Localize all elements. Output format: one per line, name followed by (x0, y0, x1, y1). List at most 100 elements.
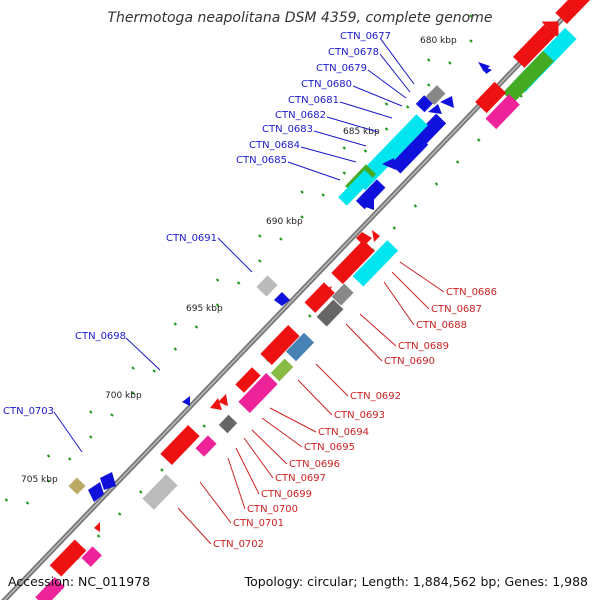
label-leader-line (199, 481, 232, 524)
kbp-tick (448, 61, 452, 65)
gene-arrow (218, 394, 228, 406)
gene-arrow (355, 179, 386, 210)
gene-features (35, 0, 595, 600)
gene-label-ctn-0703[interactable]: CTN_0703 (3, 406, 54, 417)
label-leader-line (297, 379, 333, 416)
gene-label-ctn-0699[interactable]: CTN_0699 (261, 489, 312, 500)
gene-label-ctn-0678[interactable]: CTN_0678 (328, 47, 379, 58)
gene-label-ctn-0695[interactable]: CTN_0695 (304, 442, 355, 453)
kbp-tick (89, 435, 93, 439)
kbp-tick (215, 303, 220, 307)
kbp-tick (476, 138, 481, 142)
kbp-tick (4, 498, 9, 502)
kbp-tick (89, 410, 93, 414)
forward-strand-labels: CTN_0686 CTN_0687 CTN_0688 CTN_0689 CTN_… (213, 287, 497, 550)
feature-gray (142, 474, 178, 510)
gene-label-ctn-0677[interactable]: CTN_0677 (340, 31, 391, 42)
kbp-tick (469, 14, 473, 18)
label-leader-line (367, 69, 407, 99)
label-leader-line (313, 130, 367, 147)
label-leader-line (235, 447, 260, 495)
label-leader-line (300, 146, 357, 163)
gene-label-ctn-0685[interactable]: CTN_0685 (236, 155, 287, 166)
kbp-tick (384, 127, 389, 131)
gene-arrow (182, 396, 190, 406)
gene-label-ctn-0686[interactable]: CTN_0686 (446, 287, 497, 298)
gene-arrow (274, 292, 290, 306)
feature-gray (425, 85, 446, 105)
kbp-tick (392, 226, 397, 230)
label-leader-line (345, 323, 383, 362)
gene-arrow (372, 230, 380, 242)
gene-arrow (331, 239, 375, 285)
kbp-label-group: 680 kbp 685 kbp 690 kbp 695 kbp 700 kbp … (21, 36, 457, 485)
gene-label-ctn-0700[interactable]: CTN_0700 (247, 504, 298, 515)
kbp-tick (215, 278, 220, 282)
gene-label-ctn-0684[interactable]: CTN_0684 (249, 140, 300, 151)
gene-label-ctn-0681[interactable]: CTN_0681 (288, 95, 339, 106)
gene-label-ctn-0692[interactable]: CTN_0692 (350, 391, 401, 402)
feature-dark-gray (316, 299, 344, 327)
feature-magenta (238, 373, 278, 413)
label-leader-line (399, 261, 445, 293)
label-leader-line (359, 313, 397, 347)
label-leader-line (125, 337, 161, 371)
gene-label-ctn-0683[interactable]: CTN_0683 (262, 124, 313, 135)
gene-arrow (100, 472, 116, 490)
gene-arrow (541, 21, 559, 39)
gene-arrow (88, 482, 104, 502)
label-leader-line (379, 53, 411, 93)
gene-arrow (482, 66, 492, 74)
gene-label-ctn-0680[interactable]: CTN_0680 (301, 79, 352, 90)
gene-label-ctn-0688[interactable]: CTN_0688 (416, 320, 467, 331)
kbp-tick (173, 347, 178, 351)
feature-cyan (338, 170, 374, 206)
label-leader-line (352, 85, 403, 107)
kbp-tick (434, 182, 439, 186)
label-leader-line (379, 37, 415, 85)
gene-label-ctn-0702[interactable]: CTN_0702 (213, 539, 264, 550)
label-leader-line (251, 429, 288, 465)
gene-arrow (360, 197, 374, 210)
kbp-tick (405, 105, 410, 109)
kbp-label-690: 690 kbp (266, 217, 303, 227)
gene-label-ctn-0690[interactable]: CTN_0690 (384, 356, 435, 367)
kbp-tick (279, 237, 283, 241)
kbp-tick (117, 512, 122, 516)
gene-label-ctn-0696[interactable]: CTN_0696 (289, 459, 340, 470)
gene-arrow (555, 0, 595, 25)
kbp-tick (342, 146, 347, 150)
kbp-tick (236, 281, 241, 285)
kbp-tick (384, 102, 389, 106)
genome-summary-text: Topology: circular; Length: 1,884,562 bp… (244, 574, 588, 589)
feature-green (502, 50, 554, 104)
gene-label-ctn-0687[interactable]: CTN_0687 (431, 304, 482, 315)
gene-label-ctn-0701[interactable]: CTN_0701 (233, 518, 284, 529)
label-leader-line (243, 437, 274, 479)
gene-label-ctn-0682[interactable]: CTN_0682 (275, 110, 326, 121)
gene-label-ctn-0693[interactable]: CTN_0693 (334, 410, 385, 421)
kbp-tick (342, 171, 347, 175)
gene-label-ctn-0697[interactable]: CTN_0697 (275, 473, 326, 484)
feature-magenta (485, 94, 520, 130)
kbp-tick (363, 149, 368, 153)
gene-arrow (235, 367, 261, 393)
kbp-tick (25, 501, 30, 505)
kbp-tick (110, 413, 114, 417)
label-leader-line (383, 281, 415, 326)
gene-arrow (260, 325, 300, 365)
gene-label-ctn-0689[interactable]: CTN_0689 (398, 341, 449, 352)
label-leader-line (326, 116, 379, 133)
kbp-tick (413, 204, 418, 208)
kbp-tick (194, 325, 199, 329)
gene-arrow (428, 104, 442, 114)
feature-olive (68, 477, 86, 495)
gene-label-ctn-0679[interactable]: CTN_0679 (316, 63, 367, 74)
gene-label-ctn-0694[interactable]: CTN_0694 (318, 427, 369, 438)
feature-magenta (81, 546, 102, 567)
feature-steel-blue (285, 332, 315, 362)
gene-label-ctn-0698[interactable]: CTN_0698 (75, 331, 126, 342)
gene-label-ctn-0691[interactable]: CTN_0691 (166, 233, 217, 244)
kbp-tick (46, 479, 51, 483)
